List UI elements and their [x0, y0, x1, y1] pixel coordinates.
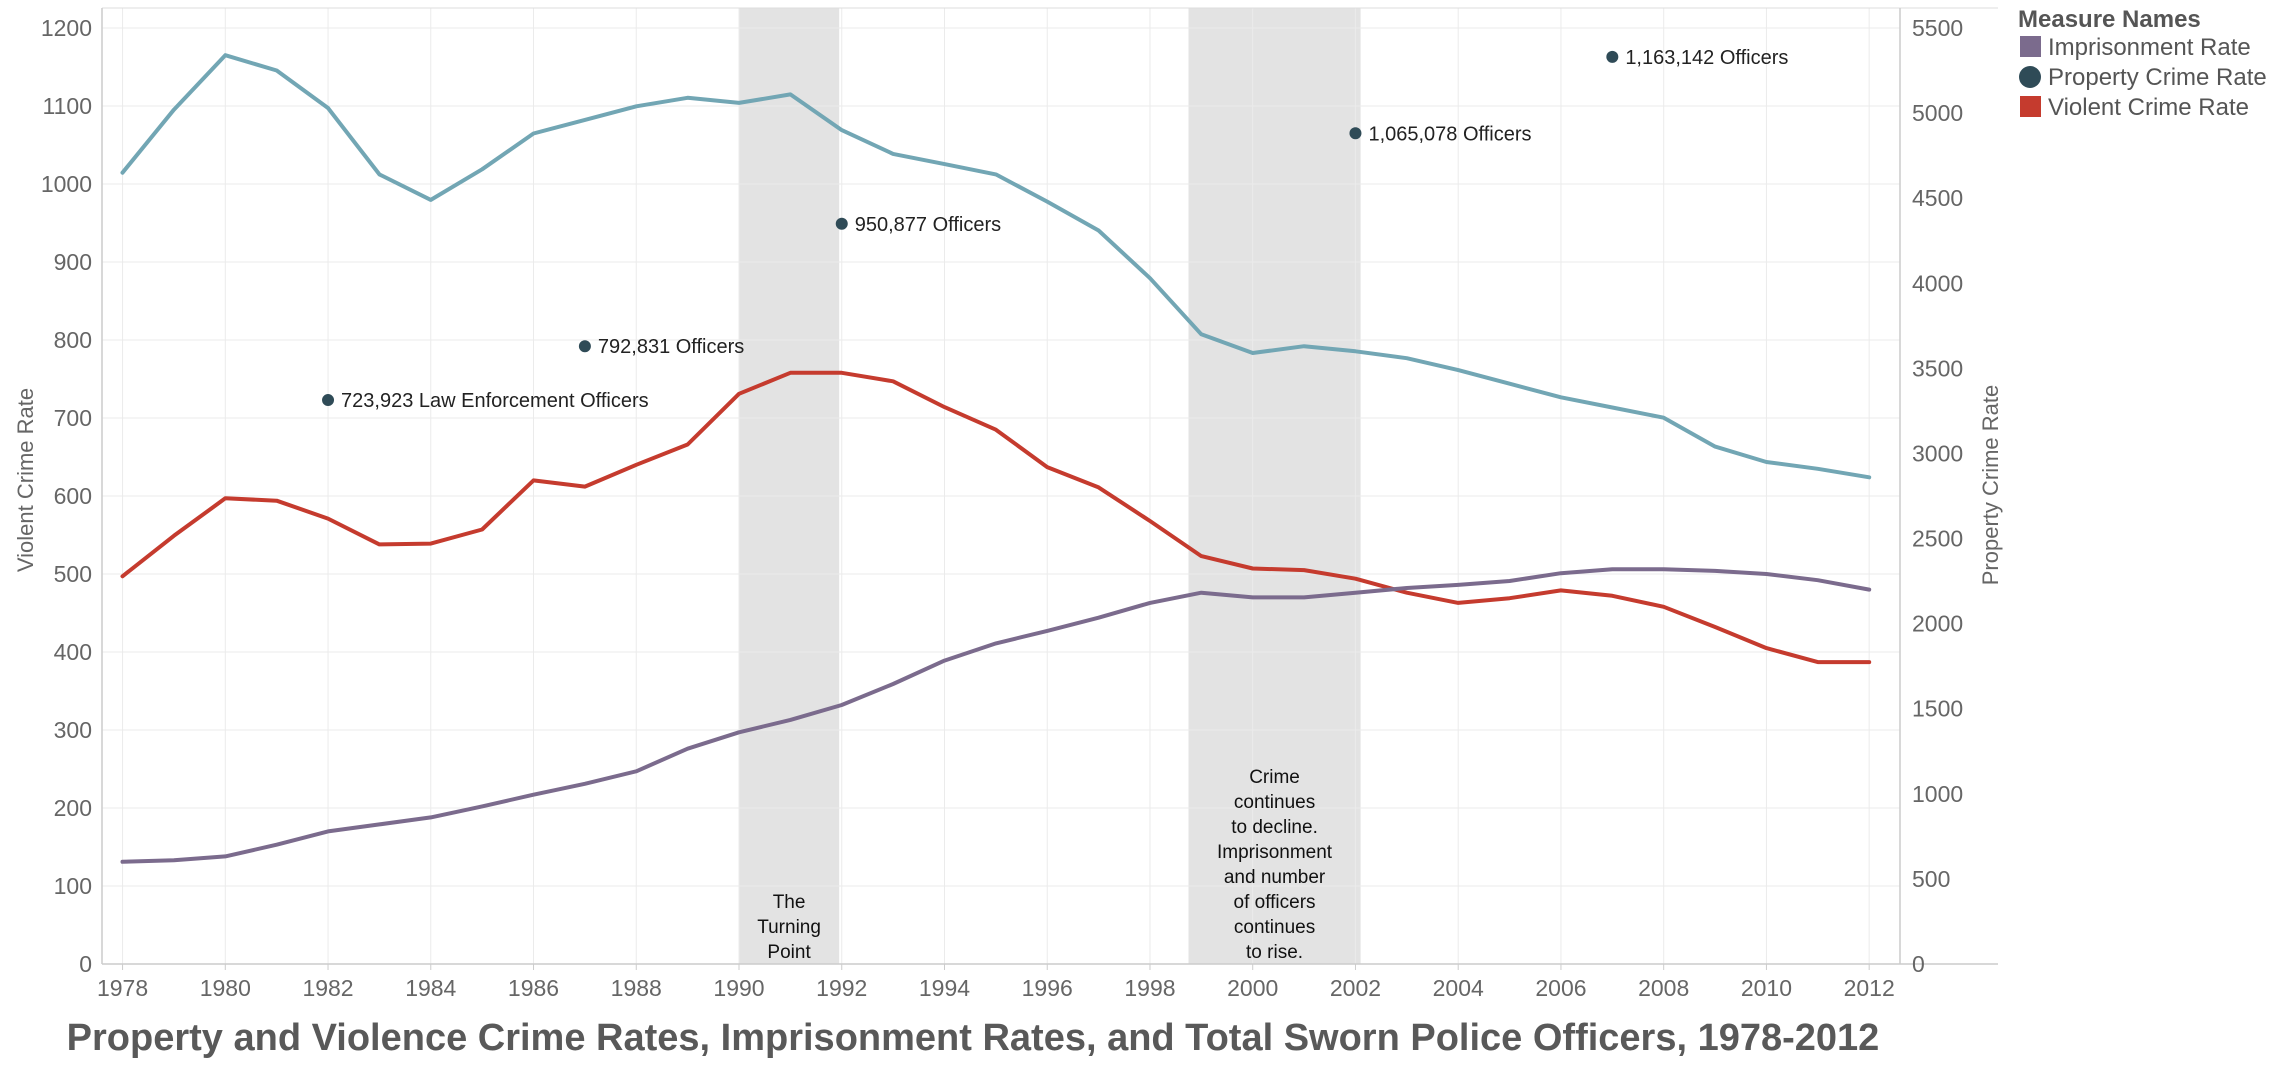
- shaded-region-1: [739, 8, 839, 964]
- x-tick-label: 1996: [1022, 975, 1073, 1001]
- y-tick-label-left: 500: [54, 561, 92, 587]
- legend-label-violent-crime-rate: Violent Crime Rate: [2048, 94, 2249, 121]
- shaded-region-2-text: to decline.: [1231, 817, 1318, 838]
- y-tick-label-right: 0: [1912, 951, 1925, 977]
- x-tick-label: 1994: [919, 975, 970, 1001]
- y-tick-label-right: 500: [1912, 866, 1950, 892]
- x-tick-label: 2006: [1535, 975, 1586, 1001]
- officer-point-label: 1,065,078 Officers: [1368, 123, 1531, 145]
- x-tick-label: 1988: [611, 975, 662, 1001]
- x-tick-label: 2002: [1330, 975, 1381, 1001]
- y-tick-label-left: 800: [54, 327, 92, 353]
- y-tick-label-right: 4000: [1912, 270, 1963, 296]
- y-tick-label-left: 700: [54, 405, 92, 431]
- y-tick-label-left: 100: [54, 873, 92, 899]
- y-tick-label-right: 3000: [1912, 440, 1963, 466]
- x-tick-label: 1990: [713, 975, 764, 1001]
- y-tick-label-left: 300: [54, 717, 92, 743]
- y-tick-label-left: 600: [54, 483, 92, 509]
- y-axis-title-left: Violent Crime Rate: [13, 388, 38, 572]
- x-tick-label: 1984: [405, 975, 456, 1001]
- legend-label-property-crime-rate: Property Crime Rate: [2048, 64, 2267, 91]
- x-tick-label: 1992: [816, 975, 867, 1001]
- violent-crime-rate-line: [123, 373, 1870, 662]
- y-tick-label-left: 0: [79, 951, 92, 977]
- shaded-region-1-text: The: [773, 892, 806, 913]
- property-crime-rate-line: [123, 55, 1870, 477]
- shaded-region-2-text: to rise.: [1246, 942, 1303, 963]
- y-tick-label-left: 1100: [43, 93, 92, 119]
- legend-marker-imprisonment-rate: [2020, 36, 2041, 57]
- y-tick-label-right: 2000: [1912, 611, 1963, 637]
- x-tick-label: 2004: [1433, 975, 1484, 1001]
- x-tick-label: 2012: [1844, 975, 1895, 1001]
- y-tick-label-right: 5500: [1912, 15, 1963, 41]
- chart-title: Property and Violence Crime Rates, Impri…: [67, 1017, 1880, 1059]
- officer-point: [1606, 51, 1618, 63]
- shaded-region-2-text: continues: [1234, 792, 1315, 813]
- y-tick-label-right: 3500: [1912, 355, 1963, 381]
- legend-marker-violent-crime-rate: [2020, 96, 2041, 117]
- x-tick-label: 2008: [1638, 975, 1689, 1001]
- y-tick-label-right: 5000: [1912, 100, 1963, 126]
- shaded-region-1-text: Point: [767, 942, 811, 963]
- x-tick-label: 1986: [508, 975, 559, 1001]
- shaded-region-2-text: Imprisonment: [1217, 842, 1333, 863]
- shaded-region-2-text: of officers: [1234, 892, 1316, 913]
- y-tick-label-right: 2500: [1912, 526, 1963, 552]
- shaded-region-2-text: Crime: [1249, 767, 1300, 788]
- officer-point: [579, 340, 591, 352]
- officer-point-label: 723,923 Law Enforcement Officers: [341, 390, 649, 412]
- y-tick-label-right: 1500: [1912, 696, 1963, 722]
- officer-point-label: 792,831 Officers: [598, 336, 744, 358]
- x-tick-label: 2000: [1227, 975, 1278, 1001]
- legend-label-imprisonment-rate: Imprisonment Rate: [2048, 34, 2251, 61]
- shaded-region-1-text: Turning: [757, 917, 821, 938]
- x-tick-label: 1998: [1124, 975, 1175, 1001]
- officer-point: [1349, 127, 1361, 139]
- y-tick-label-left: 200: [54, 795, 92, 821]
- y-tick-label-left: 900: [54, 249, 92, 275]
- officer-point: [836, 218, 848, 230]
- legend-marker-property-crime-rate: [2019, 66, 2041, 88]
- officer-point-label: 950,877 Officers: [855, 214, 1001, 236]
- shaded-region-2-text: continues: [1234, 917, 1315, 938]
- x-tick-label: 1978: [97, 975, 148, 1001]
- officer-point-label: 1,163,142 Officers: [1625, 47, 1788, 69]
- y-tick-label-left: 1000: [41, 171, 92, 197]
- y-tick-label-left: 1200: [41, 15, 92, 41]
- y-tick-label-left: 400: [54, 639, 92, 665]
- y-axis-title-right: Property Crime Rate: [1978, 385, 2003, 586]
- officer-point: [322, 394, 334, 406]
- x-tick-label: 1982: [302, 975, 353, 1001]
- legend-title: Measure Names: [2018, 6, 2201, 33]
- shaded-region-2-text: and number: [1224, 867, 1326, 888]
- imprisonment-rate-line: [123, 569, 1870, 862]
- x-tick-label: 2010: [1741, 975, 1792, 1001]
- y-tick-label-right: 4500: [1912, 185, 1963, 211]
- y-tick-label-right: 1000: [1912, 781, 1963, 807]
- x-tick-label: 1980: [200, 975, 251, 1001]
